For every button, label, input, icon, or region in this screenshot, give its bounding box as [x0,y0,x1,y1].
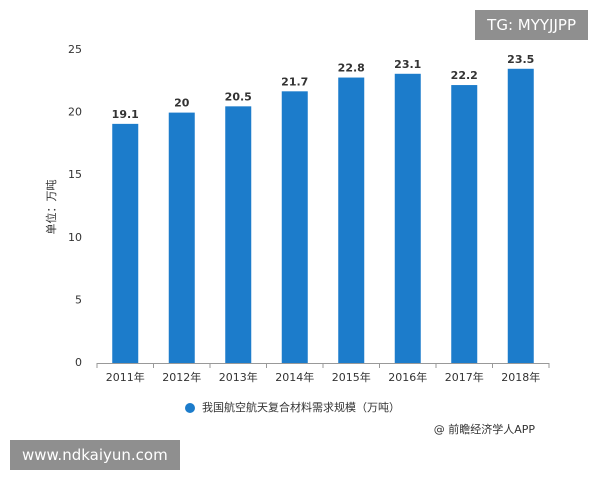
x-tick-label: 2017年 [445,370,484,384]
x-tick-label: 2014年 [275,370,314,384]
value-label: 20.5 [225,90,252,103]
bar [225,106,252,363]
x-tick-label: 2013年 [219,370,258,384]
value-label: 19.1 [112,108,139,121]
y-axis-label: 单位：万吨 [44,180,58,235]
overlay-tag: TG: MYYJJPP [475,10,588,40]
x-tick-label: 2018年 [501,370,540,384]
value-label: 21.7 [281,75,308,88]
bar [394,73,421,364]
overlay-url: www.ndkaiyun.com [10,440,180,470]
bar [168,112,195,363]
value-label: 22.2 [451,69,478,82]
x-tick-label: 2011年 [106,370,145,384]
bar [338,77,365,363]
bar [507,68,534,363]
y-tick-label: 20 [68,106,82,119]
legend-marker [185,403,195,413]
bar [451,85,478,363]
y-tick-label: 0 [75,356,82,369]
value-label: 22.8 [338,62,365,75]
bar [112,123,139,363]
x-tick-label: 2015年 [332,370,371,384]
bar [281,91,308,363]
y-tick-label: 25 [68,43,82,56]
legend-label: 我国航空航天复合材料需求规模（万吨） [202,400,400,414]
value-label: 20 [174,97,190,110]
x-tick-label: 2012年 [162,370,201,384]
y-tick-label: 5 [75,293,82,306]
value-label: 23.5 [507,53,534,66]
source: @ 前瞻经济学人APP [434,422,536,436]
y-tick-label: 10 [68,231,82,244]
value-label: 23.1 [394,58,421,71]
x-tick-label: 2016年 [388,370,427,384]
y-tick-label: 15 [68,168,82,181]
